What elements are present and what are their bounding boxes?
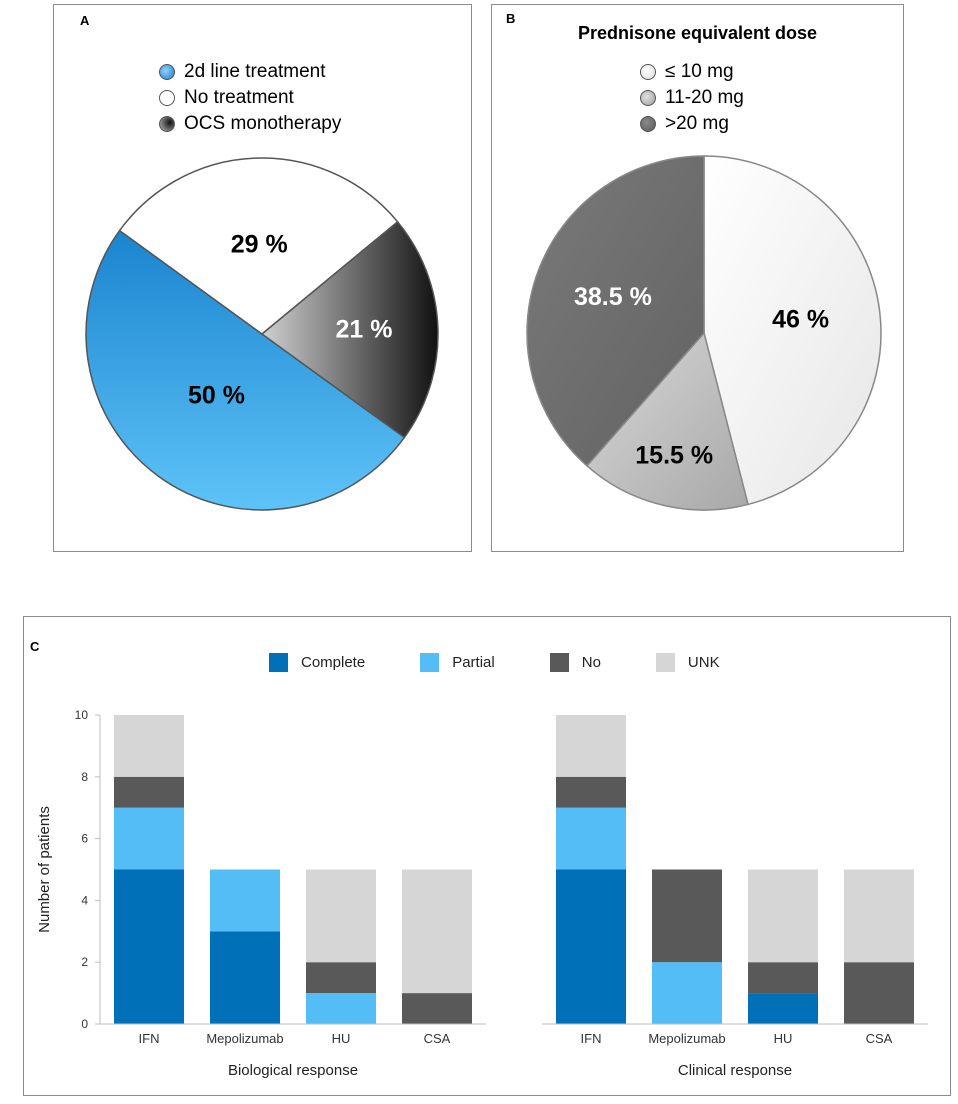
y-tick-label: 8 xyxy=(81,770,88,784)
legend-marker-11-20 xyxy=(640,90,656,106)
legend-label: UNK xyxy=(687,654,720,671)
y-tick-label: 4 xyxy=(81,893,88,907)
legend-item: Complete xyxy=(269,653,365,672)
bar-segment xyxy=(114,776,184,808)
legend-label: No xyxy=(581,654,601,671)
bar-segment xyxy=(748,869,818,963)
bar-segment xyxy=(114,869,184,1024)
bar-segment xyxy=(306,962,376,994)
legend-item: OCS monotherapy xyxy=(159,111,341,137)
legend-label: Complete xyxy=(301,654,366,671)
bar-segment xyxy=(652,869,722,963)
legend-swatch-no xyxy=(549,653,569,672)
bar-segment xyxy=(210,931,280,1024)
legend-item: >20 mg xyxy=(640,111,744,137)
legend-swatch-unk xyxy=(655,653,675,672)
legend-label: ≤ 10 mg xyxy=(665,61,734,82)
pie-slice-label: 29 % xyxy=(231,231,288,259)
legend-label: No treatment xyxy=(184,87,294,108)
panel-letter-a: A xyxy=(80,13,90,28)
legend-item: No xyxy=(549,653,601,672)
bar-segment xyxy=(556,715,626,777)
legend-label: 2d line treatment xyxy=(184,61,326,82)
bar-segment xyxy=(402,993,472,1024)
x-tick-label: Mepolizumab xyxy=(206,1031,283,1046)
x-tick-label: HU xyxy=(774,1031,793,1046)
x-tick-label: Mepolizumab xyxy=(648,1031,725,1046)
bar-chart-c: 0 2 4 6 8 10 Number of patients IFN Mepolizumab H… xyxy=(36,708,928,1079)
pie-slice xyxy=(260,220,439,439)
bar-segment xyxy=(844,869,914,963)
legend-item: 2d line treatment xyxy=(159,59,341,85)
legend-marker-le10 xyxy=(640,64,656,80)
pie-chart-a: 50 % 29 % 21 % xyxy=(85,157,439,511)
pie-slice xyxy=(703,155,882,506)
bar-segment xyxy=(306,993,376,1024)
pie-slice-label: 21 % xyxy=(336,315,393,343)
legend-item: ≤ 10 mg xyxy=(640,59,744,85)
x-axis-title: Clinical response xyxy=(678,1062,792,1079)
y-axis-title: Number of patients xyxy=(36,806,53,933)
legend-item: UNK xyxy=(655,653,720,672)
bar-segment xyxy=(556,869,626,1024)
pie-slice-label: 38.5 % xyxy=(574,283,652,311)
chart-title-b: Prednisone equivalent dose xyxy=(577,23,818,43)
pie-slice-label: 15.5 % xyxy=(635,442,713,470)
bar-segment xyxy=(556,776,626,808)
legend-label: Partial xyxy=(452,654,495,671)
x-tick-label: IFN xyxy=(581,1031,602,1046)
bar-segment xyxy=(114,715,184,777)
bar-segment xyxy=(556,807,626,870)
legend-b: ≤ 10 mg 11-20 mg >20 mg xyxy=(640,59,744,137)
legend-item: No treatment xyxy=(159,85,341,111)
x-axis-title: Biological response xyxy=(228,1062,358,1079)
legend-swatch-complete xyxy=(269,653,288,672)
legend-c: Complete Partial No UNK xyxy=(269,653,775,672)
legend-marker-gt20 xyxy=(640,116,656,132)
bar-segment xyxy=(114,807,184,870)
pie-slice-label: 50 % xyxy=(188,381,245,409)
bar-segment xyxy=(210,869,280,932)
legend-marker-2d-line xyxy=(159,64,175,80)
pie-slice xyxy=(585,331,749,511)
bar-segment xyxy=(748,993,818,1024)
legend-a: 2d line treatment No treatment OCS monot… xyxy=(159,59,341,137)
bar-segment xyxy=(306,869,376,963)
legend-label: 11-20 mg xyxy=(665,87,744,108)
panel-b: B Prednisone equivalent dose ≤ 10 mg 11-… xyxy=(491,4,904,552)
legend-label: OCS monotherapy xyxy=(184,113,342,134)
panel-letter-c: C xyxy=(30,639,40,654)
x-tick-label: HU xyxy=(332,1031,351,1046)
legend-marker-no-treatment xyxy=(159,90,175,106)
bar-segment xyxy=(844,962,914,1024)
y-tick-label: 2 xyxy=(81,955,88,969)
legend-label: >20 mg xyxy=(665,113,729,134)
x-tick-label: CSA xyxy=(424,1031,451,1046)
pie-slice xyxy=(526,155,705,467)
legend-item: 11-20 mg xyxy=(640,85,744,111)
bar-segment xyxy=(652,962,722,1024)
pie-slice xyxy=(85,229,406,511)
legend-swatch-partial xyxy=(420,653,440,672)
panel-c: C Complete Partial No UNK 0 2 4 6 8 10 Number … xyxy=(23,616,951,1096)
bar-segment xyxy=(748,962,818,994)
panel-letter-b: B xyxy=(506,11,516,26)
legend-marker-ocs xyxy=(159,116,175,132)
pie-chart-b: 46 % 15.5 % 38.5 % xyxy=(526,155,882,511)
y-tick-label: 0 xyxy=(81,1017,88,1031)
x-tick-label: CSA xyxy=(866,1031,893,1046)
pie-slice xyxy=(118,157,399,335)
x-tick-label: IFN xyxy=(139,1031,160,1046)
bar-segment xyxy=(402,869,472,994)
legend-item: Partial xyxy=(420,653,495,672)
pie-slice-label: 46 % xyxy=(772,305,829,333)
panel-a: A 2d line treatment No treatment OCS mon… xyxy=(53,4,472,552)
y-tick-label: 10 xyxy=(75,708,89,722)
y-tick-label: 6 xyxy=(81,832,88,846)
